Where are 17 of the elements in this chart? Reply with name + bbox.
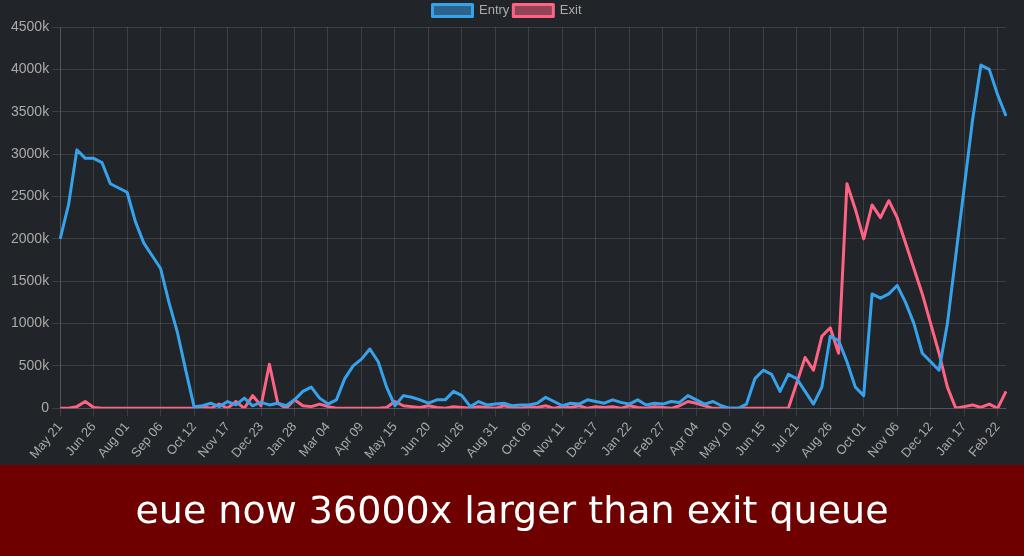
y-tick-label: 500k: [18, 356, 51, 373]
y-tick-label: 2000k: [10, 229, 51, 246]
text: eue now 36000x larger than exit queue: [0, 465, 1024, 556]
x-tick-label: Jun 15: [731, 418, 769, 459]
x-tick-label: Jun 20: [396, 418, 434, 459]
y-tick-label: 3000k: [10, 144, 51, 161]
y-tick-label: 1500k: [10, 272, 51, 289]
y-tick-label: 4000k: [10, 60, 51, 77]
x-tick-label: Jul 21: [768, 418, 802, 456]
y-tick-label: 4500k: [10, 17, 51, 34]
y-tick-label: 0: [41, 399, 50, 416]
y-tick-label: 2500k: [10, 187, 51, 204]
x-tick-label: Jan 22: [597, 418, 635, 459]
y-tick-label: 3500k: [10, 102, 51, 119]
legend-label: Entry: [478, 2, 510, 18]
y-tick-label: 1000k: [10, 314, 51, 331]
legend-label: Exit: [559, 2, 582, 18]
